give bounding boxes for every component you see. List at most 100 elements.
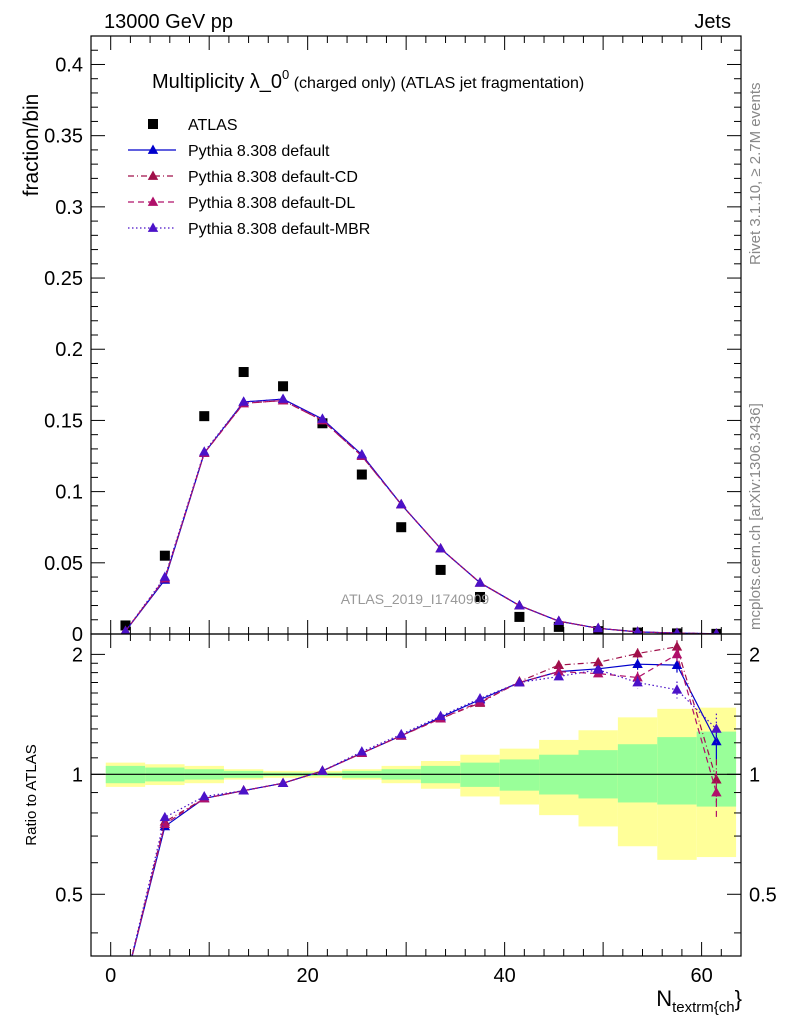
ratio-marker-default [671,659,683,669]
ratio-marker-default [711,735,722,746]
ratio-y-axis-label: Ratio to ATLAS [23,744,40,845]
ratio-y-tick-label-right: 2 [749,644,760,666]
series-line-mbr [124,398,717,634]
ratio-x-tick-label: 60 [690,965,712,987]
series-marker-mbr [317,413,328,423]
ratio-marker-mbr [199,790,210,801]
series-marker-mbr [159,571,171,581]
main-y-tick-label: 0.35 [44,126,83,148]
series-marker-mbr [592,622,604,633]
main-axis-ticks: 0 0.05 0.1 0.15 0.2 0.25 0.3 0.35 0.4 [44,36,742,646]
series-marker-mbr [514,600,525,610]
x-axis-label: Ntextrm{ch} [656,986,742,1016]
legend-label-default: Pythia 8.308 default [188,143,330,160]
series-marker-mbr [713,628,720,634]
legend-label-dl: Pythia 8.308 default-DL [188,195,355,212]
plot-title-sup: 0 [282,67,289,82]
legend-label-mbr: Pythia 8.308 default-MBR [188,221,370,238]
main-y-tick-label: 0.2 [55,339,83,361]
series-marker-mbr [553,615,565,626]
main-y-tick-label: 0.05 [44,553,83,575]
legend-marker-dl [147,196,159,206]
main-y-axis-label: fraction/bin [20,94,43,197]
ratio-marker-mbr [632,677,643,687]
ratio-marker-mbr [592,664,604,674]
main-y-tick-label: 0.4 [55,54,83,76]
ratio-marker-cd [120,977,130,986]
ratio-marker-default [632,658,643,669]
ratio-marker-dl [159,818,171,828]
band-inner-segment [499,759,540,791]
ratio-marker-mbr [474,692,486,703]
ratio-marker-mbr [711,723,722,733]
ratio-marker-dl [120,977,130,986]
band-inner-segment [617,744,658,803]
atlas-data-point [159,550,170,561]
ratio-line-dl [131,653,717,956]
ratio-marker-default [120,977,130,986]
ratio-marker-mbr [671,684,683,694]
ratio-bands [105,707,737,860]
legend: ATLAS Pythia 8.308 default Pythia 8.308 de… [128,117,370,238]
ratio-marker-mbr [120,977,130,986]
ratio-marker-mbr [317,765,328,775]
ratio-y-tick-label-right: 1 [749,764,760,786]
header-right: Jets [694,11,731,33]
atlas-data-point [120,620,131,631]
series-marker-mbr [435,543,446,553]
ratio-y-tick-label: 2 [72,644,83,666]
main-plot-series [120,367,722,634]
ratio-marker-dl [671,648,683,659]
atlas-data-point [238,367,249,378]
ratio-marker-mbr [238,785,249,795]
ratio-plot-series [120,640,722,986]
legend-label-cd: Pythia 8.308 default-CD [188,169,358,186]
series-marker-mbr [120,625,131,634]
ratio-marker-cd [592,656,604,667]
ratio-marker-mbr [553,671,565,681]
ratio-line-mbr [131,669,717,956]
main-y-tick-label: 0.3 [55,197,83,219]
ratio-marker-dl [711,787,722,797]
main-y-tick-label: 0 [72,624,83,646]
main-y-tick-label: 0.1 [55,482,83,504]
plot-title: Multiplicity λ_00 (charged only) (ATLAS … [152,67,584,93]
ratio-y-tick-label: 0.5 [55,884,83,906]
ratio-y-tick-label: 1 [72,764,83,786]
ratio-x-tick-label: 40 [494,965,516,987]
band-inner-segment [657,737,697,805]
legend-marker-atlas [148,119,158,129]
x-axis-label-tail: } [735,986,742,1011]
ratio-marker-mbr [356,746,368,756]
ratio-marker-mbr [159,811,171,822]
series-marker-mbr [474,577,486,587]
plot-title-rest: (charged only) (ATLAS jet fragmentation) [289,75,584,92]
watermark: ATLAS_2019_I1740909 [341,591,490,607]
x-axis-label-main: N [656,986,672,1011]
legend-label-atlas: ATLAS [188,117,238,134]
ratio-marker-cd [553,659,565,669]
series-marker-mbr [238,396,249,406]
ratio-marker-cd [632,648,643,658]
x-axis-label-sub: textrm{ch [672,999,735,1016]
series-marker-mbr [396,498,407,509]
plot-title-main: Multiplicity λ_0 [152,71,282,93]
atlas-data-point [396,522,407,533]
atlas-data-point [514,611,525,622]
atlas-data-point [553,621,564,632]
main-y-tick-label: 0.15 [44,410,83,432]
series-marker-mbr [199,446,210,456]
atlas-data-point [278,381,289,392]
ratio-marker-mbr [435,710,446,720]
atlas-data-point [199,411,210,422]
ratio-x-tick-label: 20 [297,965,319,987]
ratio-axis-ticks: 0.5 0.51 12 20 20 40 60 [55,634,777,987]
ratio-marker-cd [671,641,683,651]
series-marker-mbr [673,627,681,634]
ratio-marker-dl [553,666,565,676]
ratio-line-cd [131,646,717,956]
atlas-data-point [356,469,367,480]
ratio-marker-cd [711,774,722,784]
series-marker-mbr [277,393,289,403]
